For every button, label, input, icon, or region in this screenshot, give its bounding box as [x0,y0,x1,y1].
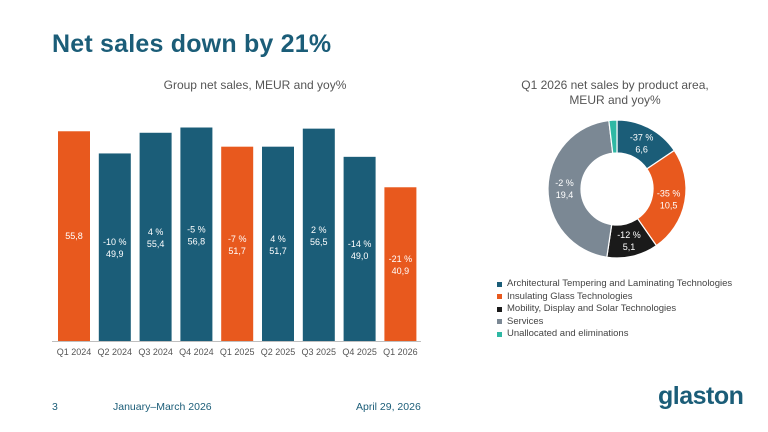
bar-yoy-label: -7 % [228,234,247,244]
page-number: 3 [52,401,58,413]
legend-label: Services [507,315,544,327]
bar [98,153,131,341]
slice-value-label: 5,1 [623,242,636,252]
bar-value-label: 40,9 [392,266,410,276]
footer-period: January–March 2026 [113,401,212,413]
bar-yoy-label: -10 % [103,237,127,247]
legend-item: Architectural Tempering and Laminating T… [497,278,732,291]
bar [343,156,376,341]
bar-value-label: 55,4 [147,239,165,249]
legend-swatch [497,281,502,287]
x-tick-label: Q3 2025 [302,347,337,357]
legend-swatch [497,331,502,337]
pie-chart-title: Q1 2026 net sales by product area, MEUR … [500,78,730,108]
donut-legend: Architectural Tempering and Laminating T… [497,278,732,341]
x-tick-label: Q1 2024 [57,347,92,357]
bar [58,131,90,341]
legend-item: Unallocated and eliminations [497,328,732,341]
slice-yoy-label: -2 % [555,178,574,188]
bar [139,132,172,341]
bar-value-label: 51,7 [228,246,246,256]
bar-yoy-label: -14 % [348,239,372,249]
bar [180,127,213,341]
bar-yoy-label: 4 % [270,234,286,244]
x-tick-label: Q2 2024 [98,347,133,357]
legend-item: Mobility, Display and Solar Technologies [497,303,732,316]
legend-item: Services [497,316,732,329]
legend-label: Insulating Glass Technologies [507,290,633,302]
x-tick-label: Q4 2025 [342,347,377,357]
legend-swatch [497,319,502,325]
footer-date: April 29, 2026 [356,401,421,413]
bar [384,187,417,341]
donut-slice [608,119,618,154]
glaston-logo: glaston [658,382,744,410]
slice-yoy-label: -35 % [657,189,681,199]
bar-yoy-label: 4 % [148,227,164,237]
legend-swatch [497,306,502,312]
x-tick-label: Q2 2025 [261,347,296,357]
bar-yoy-label: -21 % [389,254,413,264]
x-tick-label: Q1 2025 [220,347,255,357]
donut-slice [547,119,614,258]
slice-yoy-label: -12 % [617,230,641,240]
slice-yoy-label: -37 % [630,133,654,143]
legend-item: Insulating Glass Technologies [497,291,732,304]
legend-swatch [497,294,502,300]
bar-value-label: 49,9 [106,249,124,259]
bar-value-label: 49,0 [351,251,369,261]
x-tick-label: Q4 2024 [179,347,214,357]
bar-chart-title: Group net sales, MEUR and yoy% [163,78,347,92]
bar-value-label: 55,8 [65,231,83,241]
bar [262,146,294,341]
x-tick-label: Q3 2024 [138,347,173,357]
pie-chart-title-text: Q1 2026 net sales by product area, MEUR … [521,78,709,107]
bar-yoy-label: -5 % [187,224,206,234]
page-title: Net sales down by 21% [52,30,332,58]
legend-label: Unallocated and eliminations [507,328,629,339]
bar-value-label: 51,7 [269,246,287,256]
bar [302,128,335,341]
slice-value-label: 6,6 [635,145,648,155]
slice-value-label: 10,5 [660,201,678,211]
legend-label: Mobility, Display and Solar Technologies [507,303,677,314]
bar-value-label: 56,5 [310,237,328,247]
x-tick-label: Q1 2026 [383,347,418,357]
slice-value-label: 19,4 [556,190,574,200]
bar-yoy-label: 2 % [311,225,327,235]
legend-label: Architectural Tempering and Laminating T… [507,278,733,289]
bar-value-label: 56,8 [188,236,206,246]
bar [221,146,254,341]
